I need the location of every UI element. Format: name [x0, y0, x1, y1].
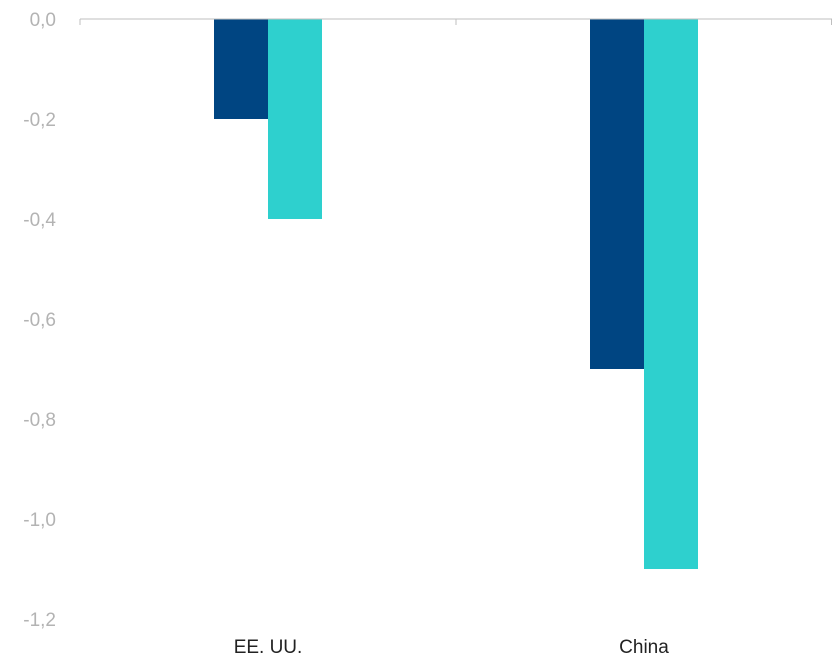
bar — [590, 19, 644, 369]
y-tick-label: -1,0 — [23, 510, 56, 531]
category-label: EE. UU. — [234, 637, 303, 658]
y-tick-label: -0,2 — [23, 110, 56, 131]
bar — [644, 19, 698, 569]
y-tick-label: -0,6 — [23, 310, 56, 331]
category-label: China — [619, 637, 669, 658]
y-tick-label: 0,0 — [30, 10, 56, 31]
y-tick-label: -1,2 — [23, 610, 56, 631]
y-tick-label: -0,8 — [23, 410, 56, 431]
y-tick-label: -0,4 — [23, 210, 56, 231]
bar — [268, 19, 322, 219]
bar — [214, 19, 268, 119]
